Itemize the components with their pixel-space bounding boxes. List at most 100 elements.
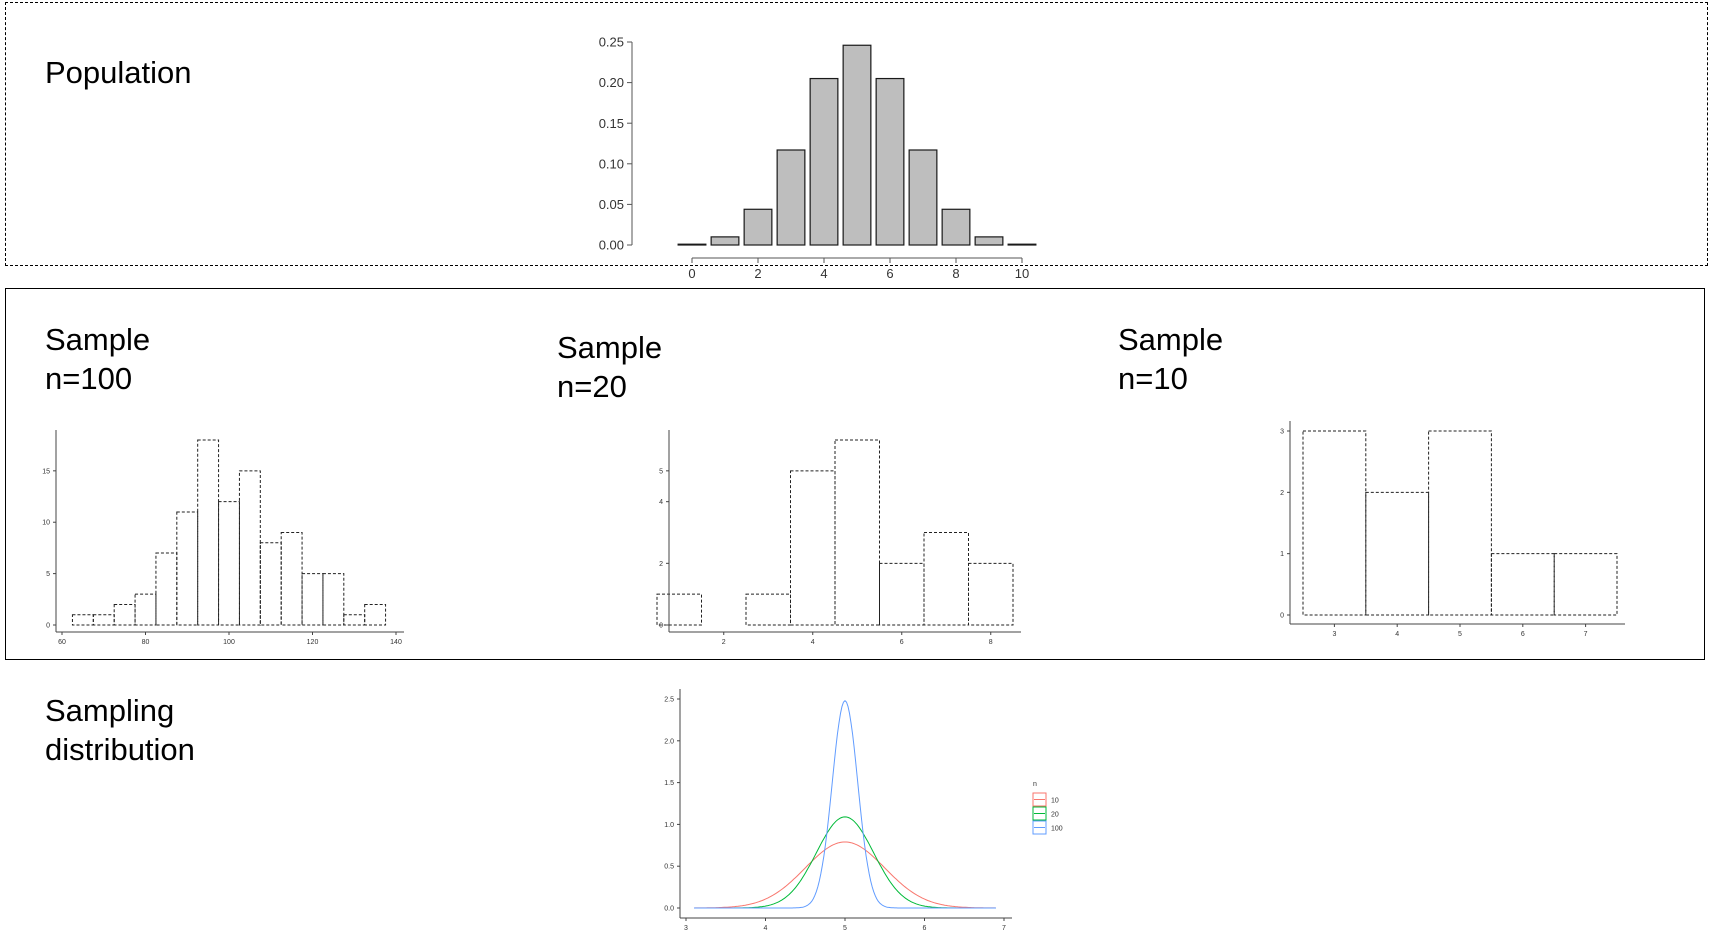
sample-20-x-tick-label: 8: [989, 639, 993, 646]
population-y-tick-label: 0.20: [599, 75, 624, 90]
sample-10-bar: [1553, 553, 1618, 616]
sample-100-bar: [301, 573, 324, 626]
sample-100-bar: [280, 532, 303, 626]
population-bar: [743, 208, 773, 246]
sample-10-label-line2: n=10: [1118, 361, 1188, 396]
population-x-tick-label: 8: [952, 266, 959, 281]
population-y-tick-label: 0.25: [599, 35, 624, 50]
sampling-distribution-y-tick-label: 1.5: [664, 780, 674, 787]
population-y-tick-label: 0.10: [599, 156, 624, 171]
sample-100-x-tick-label: 100: [223, 639, 235, 646]
population-bar: [941, 208, 971, 246]
sampling-distribution-x-tick-label: 3: [684, 925, 688, 932]
sampling-distribution-y-tick-label: 1.0: [664, 822, 674, 829]
sample-100-y-tick-label: 10: [42, 520, 50, 527]
population-bar: [842, 44, 872, 246]
sampling-distribution-y-tick-label: 2.0: [664, 738, 674, 745]
legend-key-n10: [1032, 792, 1047, 807]
population-y-tick-label: 0.00: [599, 238, 624, 253]
sampling-distribution-x-tick-label: 7: [1002, 925, 1006, 932]
sample-10-label: Sample n=10: [1118, 320, 1223, 398]
sample-100-y-tick-label: 15: [42, 468, 50, 475]
sample-10-y-tick-label: 0: [1280, 612, 1284, 619]
sample-100-bar: [322, 573, 345, 626]
population-x-tick-label: 4: [820, 266, 827, 281]
sample-10-x-tick-label: 3: [1332, 631, 1336, 638]
population-label: Population: [45, 55, 192, 90]
population-bar: [677, 243, 707, 246]
sampling-distribution-y-tick-label: 2.5: [664, 696, 674, 703]
density-line-n20: [694, 816, 996, 909]
sample-20-label-line1: Sample: [557, 330, 663, 365]
sample-20-label-line2: n=20: [557, 369, 627, 404]
sampling-distribution-y-tick-label: 0.0: [664, 905, 674, 912]
sample-20-bar: [968, 562, 1014, 626]
sample-10-y-tick-label: 1: [1280, 551, 1284, 558]
population-panel-frame: [5, 2, 1708, 266]
legend-label-n20: 20: [1051, 812, 1059, 819]
sample-panel-frame: [5, 288, 1705, 660]
sample-100-x-tick-label: 80: [142, 639, 150, 646]
sample-100-x-tick-label: 140: [390, 639, 402, 646]
population-y-tick-label: 0.05: [599, 197, 624, 212]
population-y-tick-label: 0.15: [599, 116, 624, 131]
sample-10-y-tick-label: 2: [1280, 490, 1284, 497]
sample-100-x-tick-label: 120: [307, 639, 319, 646]
population-bar: [776, 149, 806, 246]
sample-20-y-tick-label: 0: [659, 622, 663, 629]
sample-20-bar: [745, 593, 791, 626]
population-bar: [1007, 243, 1037, 246]
sample-100-x-tick-label: 60: [58, 639, 66, 646]
sample-100-bar: [364, 603, 387, 626]
population-x-tick-label: 10: [1015, 266, 1029, 281]
sample-100-label: Sample n=100: [45, 320, 150, 398]
population-bar: [809, 77, 839, 246]
sample-100-label-line2: n=100: [45, 361, 133, 396]
sample-10-x-tick-label: 5: [1458, 631, 1462, 638]
sample-10-bar: [1490, 553, 1555, 616]
population-bar: [908, 149, 938, 246]
sample-20-bar: [834, 439, 880, 626]
sampling-distribution-label: Sampling distribution: [45, 691, 195, 769]
sample-20-y-tick-label: 2: [659, 561, 663, 568]
sample-20-x-tick-label: 4: [811, 639, 815, 646]
sample-20-y-tick-label: 4: [659, 499, 663, 506]
population-bar: [710, 236, 740, 246]
sample-20-x-tick-label: 2: [722, 639, 726, 646]
sample-10-x-tick-label: 6: [1521, 631, 1525, 638]
legend-key-n100: [1032, 820, 1047, 835]
sample-20-x-tick-label: 6: [900, 639, 904, 646]
sampling-distribution-x-tick-label: 6: [923, 925, 927, 932]
sample-10-bar: [1302, 430, 1367, 616]
population-bar: [875, 77, 905, 246]
sampling-label-line2: distribution: [45, 732, 195, 767]
sample-100-bar: [134, 593, 157, 626]
sample-10-bar: [1428, 430, 1492, 616]
density-line-n10: [693, 841, 997, 909]
legend-label-n10: 10: [1051, 798, 1059, 805]
sampling-distribution-x-tick-label: 5: [843, 925, 847, 932]
population-x-tick-label: 0: [688, 266, 695, 281]
population-x-tick-label: 2: [754, 266, 761, 281]
sampling-label-line1: Sampling: [45, 693, 175, 728]
sample-100-bar: [197, 439, 220, 626]
density-line-n100: [694, 700, 996, 909]
sample-100-y-tick-label: 5: [46, 571, 50, 578]
population-bar: [974, 236, 1004, 246]
sample-10-x-tick-label: 4: [1395, 631, 1399, 638]
sample-10-label-line1: Sample: [1118, 322, 1224, 357]
sample-20-bar: [656, 593, 702, 626]
sampling-distribution-y-tick-label: 0.5: [664, 864, 674, 871]
sample-100-y-tick-label: 0: [46, 622, 50, 629]
sample-100-label-line1: Sample: [45, 322, 151, 357]
sampling-distribution-x-tick-label: 4: [764, 925, 768, 932]
sample-20-y-tick-label: 5: [659, 468, 663, 475]
sample-20-label: Sample n=20: [557, 328, 662, 406]
sample-10-y-tick-label: 3: [1280, 428, 1284, 435]
legend-label-n100: 100: [1051, 826, 1063, 833]
sample-10-bar: [1365, 491, 1430, 616]
